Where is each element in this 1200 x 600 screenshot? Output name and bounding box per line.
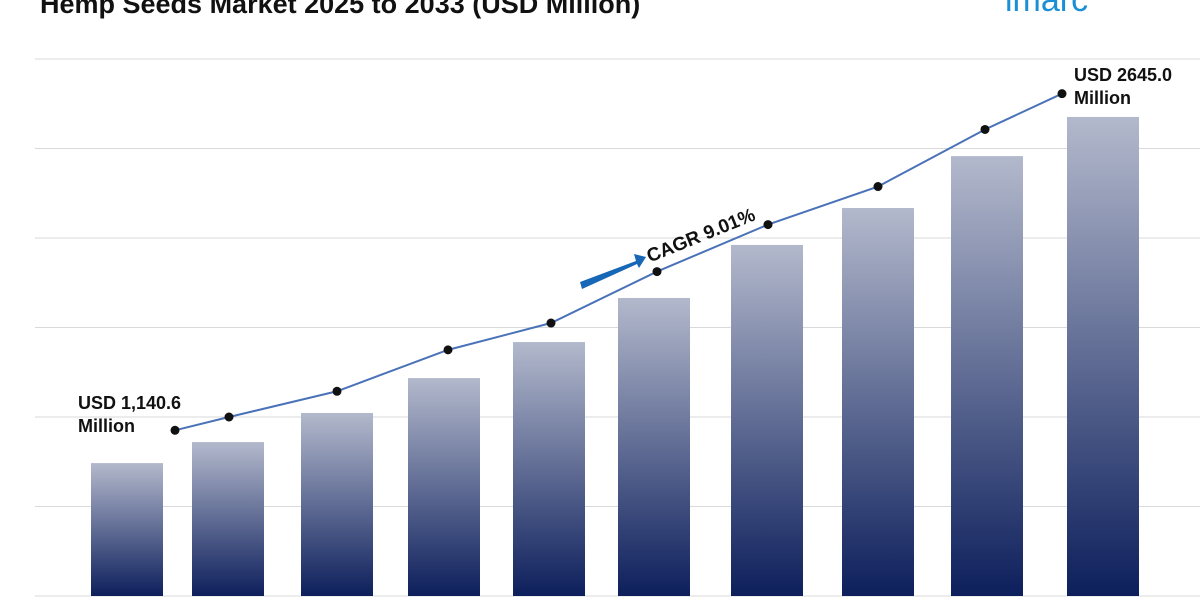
- value-label: USD 2645.0 Million: [1074, 64, 1173, 108]
- value-label: USD 1,140.6 Million: [78, 393, 182, 437]
- point: [980, 124, 990, 134]
- point: [873, 182, 883, 192]
- point: [332, 386, 342, 396]
- logo: imarc: [1005, 0, 1088, 19]
- bar: [842, 208, 914, 596]
- point: [443, 345, 453, 355]
- bar: [618, 297, 690, 596]
- cagr-arrow: [580, 254, 646, 289]
- point: [652, 267, 662, 277]
- bar: [192, 442, 264, 596]
- point: [763, 220, 773, 230]
- point: [224, 412, 234, 422]
- bar: [91, 463, 163, 596]
- bar: [951, 156, 1023, 597]
- point: [170, 425, 180, 435]
- bar: [731, 244, 803, 596]
- bar: [513, 342, 585, 596]
- bar: [408, 378, 480, 596]
- bar: [1067, 116, 1139, 597]
- chart-title: Hemp Seeds Market 2025 to 2033 (USD Mill…: [40, 0, 640, 19]
- point: [1057, 89, 1067, 99]
- bar: [301, 412, 373, 596]
- point: [546, 318, 556, 328]
- line: [174, 92, 1063, 432]
